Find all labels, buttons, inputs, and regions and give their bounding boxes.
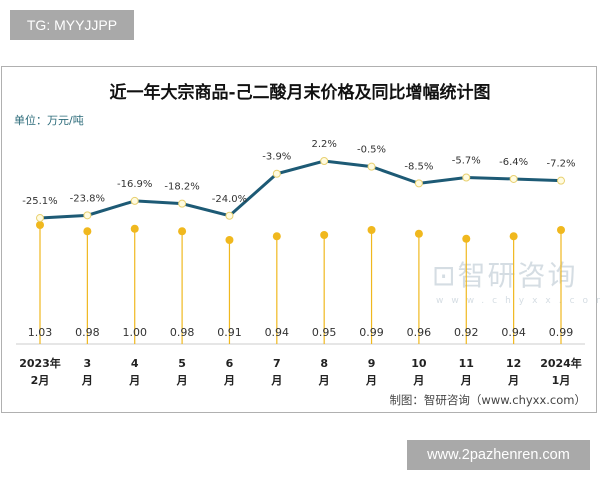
x-tick-label: 月 [128, 374, 140, 387]
price-label: 0.99 [359, 326, 384, 339]
yoy-label: -6.4% [499, 157, 528, 168]
price-label: 0.94 [265, 326, 290, 339]
price-label: 0.99 [549, 326, 574, 339]
lollipop-dot [557, 226, 565, 234]
lollipop-dot [130, 224, 139, 233]
watermark-logo: ⊡智研咨询 [432, 259, 578, 292]
x-tick-label: 10 [411, 357, 427, 370]
price-label: 0.98 [75, 326, 100, 339]
yoy-label: -5.7% [452, 156, 481, 167]
x-tick-label: 月 [270, 374, 282, 387]
lollipop-dot [462, 234, 471, 243]
yoy-point [320, 157, 329, 165]
x-tick-label: 4 [131, 357, 139, 370]
chart-frame [1, 66, 597, 413]
chart-credit: 制图：智研咨询（www.chyxx.com） [389, 393, 586, 407]
lollipop-dot [83, 227, 92, 236]
x-tick-label: 2023年 [19, 356, 61, 370]
price-label: 1.00 [122, 326, 147, 339]
yoy-label: -23.8% [70, 193, 105, 204]
yoy-point [225, 211, 234, 220]
yoy-label: 2.2% [311, 139, 336, 150]
yoy-point [557, 176, 565, 185]
yoy-point [130, 196, 139, 205]
price-label: 0.92 [454, 326, 479, 339]
lollipop-dot [225, 236, 234, 244]
price-label: 1.03 [28, 326, 53, 339]
price-label: 0.98 [170, 326, 195, 339]
x-tick-label: 月 [365, 374, 377, 387]
lollipop-dot [509, 232, 518, 241]
yoy-label: -16.9% [117, 179, 152, 190]
yoy-point [272, 169, 281, 178]
x-tick-label: 月 [318, 374, 330, 387]
x-tick-label: 1月 [552, 374, 571, 387]
x-tick-label: 8 [320, 357, 328, 370]
yoy-label: -0.5% [357, 145, 386, 156]
price-label: 0.95 [312, 326, 337, 339]
x-tick-label: 7 [273, 357, 281, 370]
top-overlay-label: TG: MYYJJPP [10, 10, 134, 40]
watermark-url: www.chyxx.com [436, 296, 600, 306]
x-tick-label: 6 [226, 357, 234, 370]
x-tick-label: 月 [412, 374, 424, 387]
x-tick-label: 月 [176, 374, 188, 387]
x-tick-label: 11 [459, 357, 474, 370]
x-tick-label: 月 [223, 374, 235, 387]
x-tick-label: 12 [506, 357, 521, 370]
x-tick-label: 月 [81, 374, 93, 387]
price-label: 0.91 [217, 326, 242, 339]
lollipop-dot [36, 221, 44, 229]
x-tick-label: 2月 [31, 374, 50, 387]
yoy-point [414, 179, 423, 188]
x-tick-label: 9 [368, 357, 376, 370]
bottom-overlay-label: www.2pazhenren.com [407, 440, 590, 470]
lollipop-dot [272, 232, 281, 241]
yoy-point [367, 162, 376, 171]
lollipop-dot [320, 231, 329, 239]
yoy-point [83, 211, 92, 220]
yoy-point [462, 173, 471, 182]
yoy-label: -8.5% [404, 161, 433, 172]
x-tick-label: 2024年 [540, 356, 582, 370]
yoy-label: -3.9% [262, 152, 291, 163]
yoy-label: -18.2% [164, 182, 199, 193]
x-tick-label: 3 [84, 357, 92, 370]
yoy-label: -25.1% [22, 196, 57, 207]
yoy-label: -24.0% [212, 194, 247, 205]
unit-label: 单位：万元/吨 [14, 114, 84, 127]
x-tick-label: 月 [460, 374, 472, 387]
yoy-point [178, 199, 187, 208]
lollipop-dot [414, 229, 423, 238]
x-tick-label: 5 [178, 357, 186, 370]
yoy-label: -7.2% [546, 159, 575, 170]
yoy-point [36, 214, 44, 223]
yoy-point [509, 174, 518, 183]
x-tick-label: 月 [507, 374, 519, 387]
yoy-line [39, 159, 562, 220]
chart-title: 近一年大宗商品-己二酸月末价格及同比增幅统计图 [109, 83, 491, 103]
lollipop-dot [178, 227, 187, 236]
price-label: 0.96 [407, 326, 432, 339]
price-label: 0.94 [501, 326, 526, 339]
lollipop-dot [367, 226, 376, 234]
